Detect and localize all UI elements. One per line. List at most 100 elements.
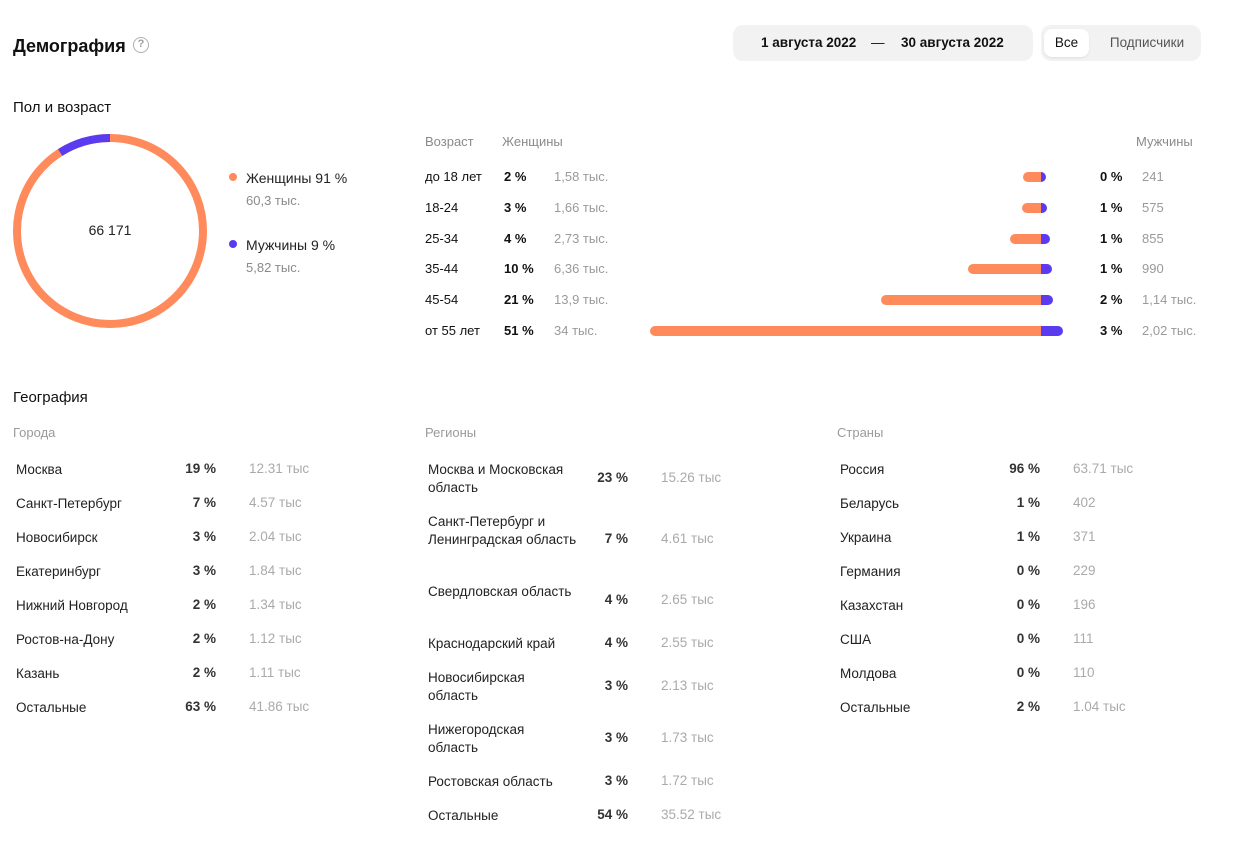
segment-all-button[interactable]: Все xyxy=(1044,29,1089,57)
women-bar xyxy=(881,295,1041,305)
city-row-percent: 2 % xyxy=(192,631,216,646)
region-row-count: 4.61 тыс xyxy=(661,531,714,546)
help-icon[interactable]: ? xyxy=(133,37,149,53)
country-row-count: 1.04 тыс xyxy=(1073,699,1126,714)
city-row-count: 4.57 тыс xyxy=(249,495,302,510)
country-row-percent: 96 % xyxy=(1009,461,1040,476)
men-count: 2,02 тыс. xyxy=(1142,323,1197,338)
date-range-picker[interactable]: 1 августа 2022 — 30 августа 2022 xyxy=(733,25,1033,61)
region-row-count: 2.13 тыс xyxy=(661,678,714,693)
city-row-count: 1.11 тыс xyxy=(249,665,301,680)
age-group-label: 25-34 xyxy=(425,231,459,246)
country-row-name: США xyxy=(840,632,872,647)
women-bar xyxy=(1022,172,1041,182)
women-count: 1,66 тыс. xyxy=(554,200,609,215)
city-row-percent: 7 % xyxy=(192,495,216,510)
country-row-name: Россия xyxy=(840,462,885,477)
region-row-name: Новосибирская область xyxy=(428,670,525,703)
women-count: 2,73 тыс. xyxy=(554,231,609,246)
page-title: Демография xyxy=(13,36,126,56)
men-legend-label: Мужчины 9 % xyxy=(246,237,336,253)
region-row-percent: 54 % xyxy=(597,807,628,822)
women-count: 13,9 тыс. xyxy=(554,292,609,307)
women-count: 34 тыс. xyxy=(554,323,598,338)
segment-subscribers-button[interactable]: Подписчики xyxy=(1109,35,1185,50)
women-bar xyxy=(650,326,1041,336)
country-row-percent: 1 % xyxy=(1016,529,1040,544)
region-row-count: 35.52 тыс xyxy=(661,807,722,822)
men-count: 1,14 тыс. xyxy=(1142,292,1197,307)
age-group-label: от 55 лет xyxy=(425,323,480,338)
country-row-name: Германия xyxy=(840,564,901,579)
men-bar xyxy=(1041,295,1054,305)
city-row-percent: 3 % xyxy=(192,563,216,578)
region-row-name: Свердловская область xyxy=(428,584,572,599)
women-bar xyxy=(967,264,1041,274)
women-legend-dot xyxy=(229,173,237,181)
country-row-percent: 0 % xyxy=(1016,563,1040,578)
women-bar xyxy=(1021,203,1041,213)
country-row-name: Украина xyxy=(840,530,892,545)
women-percent: 2 % xyxy=(504,169,527,184)
region-row-name: Ростовская область xyxy=(428,774,553,789)
region-row-percent: 4 % xyxy=(604,592,628,607)
women-percent: 3 % xyxy=(504,200,527,215)
men-bar xyxy=(1041,326,1063,336)
city-row-count: 1.34 тыс xyxy=(249,597,302,612)
women-legend-label: Женщины 91 % xyxy=(246,170,348,186)
city-row-name: Екатеринбург xyxy=(16,564,101,579)
men-bar xyxy=(1041,234,1051,244)
city-row-name: Ростов-на-Дону xyxy=(16,632,115,647)
gender-donut-chart xyxy=(13,134,207,328)
city-row-count: 41.86 тыс xyxy=(249,699,310,714)
countries-header: Страны xyxy=(837,425,884,440)
country-row-count: 110 xyxy=(1073,665,1095,680)
men-bar xyxy=(1041,264,1052,274)
men-legend-count: 5,82 тыс. xyxy=(246,260,301,275)
city-row-name: Казань xyxy=(16,666,60,681)
region-row-count: 1.72 тыс xyxy=(661,773,714,788)
age-group-label: 45-54 xyxy=(425,292,459,307)
men-percent: 3 % xyxy=(1100,323,1123,338)
region-row-percent: 7 % xyxy=(604,531,628,546)
date-separator: — xyxy=(871,35,885,50)
country-row-percent: 0 % xyxy=(1016,665,1040,680)
men-count: 575 xyxy=(1142,200,1164,215)
cities-header: Города xyxy=(13,425,56,440)
geography-title: География xyxy=(13,389,88,406)
country-row-count: 402 xyxy=(1073,495,1096,510)
gender-age-title: Пол и возраст xyxy=(13,99,112,116)
country-row-percent: 1 % xyxy=(1016,495,1040,510)
region-row-percent: 3 % xyxy=(604,678,628,693)
country-row-name: Молдова xyxy=(840,666,897,681)
city-row-count: 12.31 тыс xyxy=(249,461,310,476)
region-row-name: Нижегородская область xyxy=(428,722,525,755)
city-row-percent: 63 % xyxy=(185,699,216,714)
men-legend-dot xyxy=(229,240,237,248)
city-row-percent: 2 % xyxy=(192,597,216,612)
city-row-name: Остальные xyxy=(16,700,87,715)
region-row-count: 1.73 тыс xyxy=(661,730,714,745)
country-row-count: 371 xyxy=(1073,529,1096,544)
city-row-name: Нижний Новгород xyxy=(16,598,128,613)
region-row-name: Москва и Московская область xyxy=(428,462,564,495)
city-row-name: Санкт-Петербург xyxy=(16,496,122,511)
women-percent: 4 % xyxy=(504,231,527,246)
donut-men-arc xyxy=(58,134,111,156)
country-row-name: Казахстан xyxy=(840,598,904,613)
city-row-name: Москва xyxy=(16,462,63,477)
region-row-count: 15.26 тыс xyxy=(661,470,722,485)
regions-header: Регионы xyxy=(425,425,477,440)
city-row-percent: 2 % xyxy=(192,665,216,680)
country-row-percent: 0 % xyxy=(1016,597,1040,612)
region-row-count: 2.55 тыс xyxy=(661,635,714,650)
age-group-label: до 18 лет xyxy=(425,169,482,184)
region-row-percent: 3 % xyxy=(604,730,628,745)
country-row-count: 63.71 тыс xyxy=(1073,461,1134,476)
region-row-percent: 3 % xyxy=(604,773,628,788)
age-column-header: Возраст xyxy=(425,134,474,149)
city-row-count: 1.84 тыс xyxy=(249,563,302,578)
women-percent: 21 % xyxy=(504,292,534,307)
country-row-name: Остальные xyxy=(840,700,911,715)
women-percent: 51 % xyxy=(504,323,534,338)
